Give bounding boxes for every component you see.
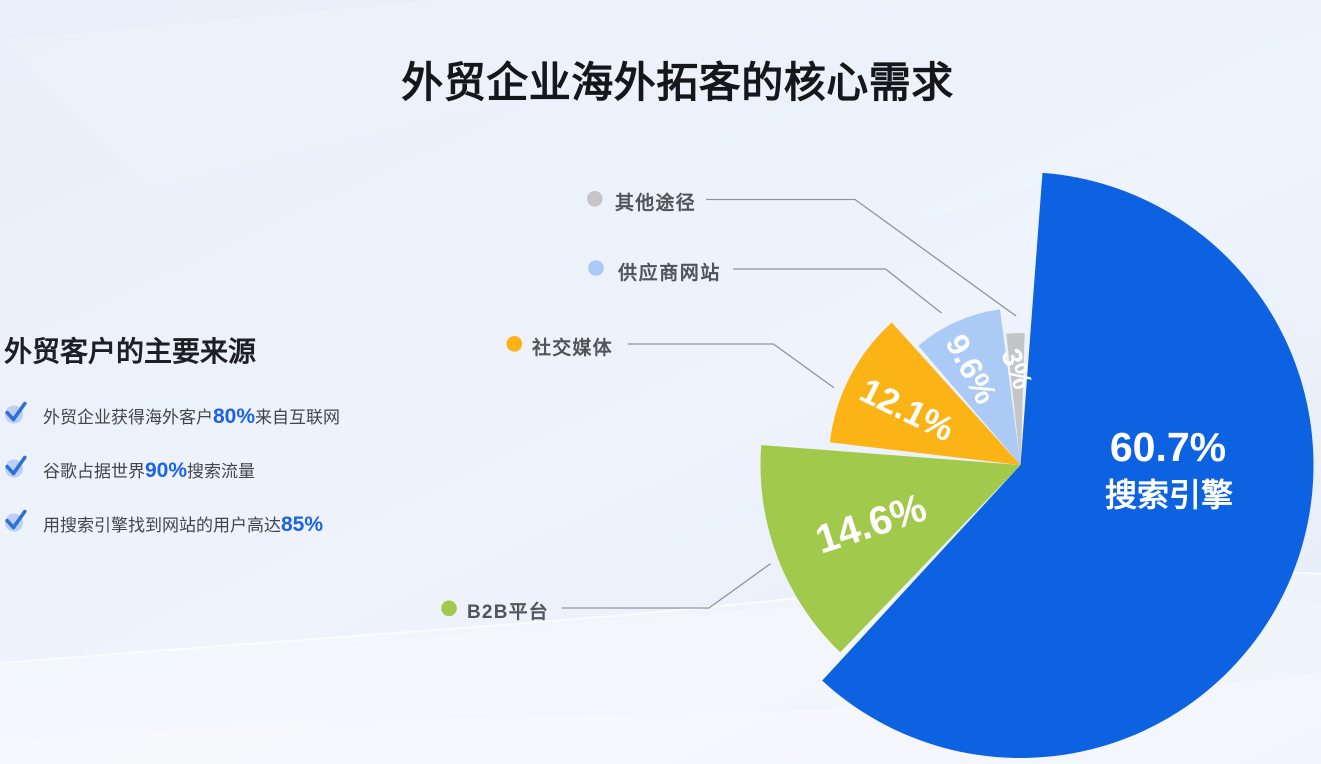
svg-text:搜索引擎: 搜索引擎 <box>1105 477 1233 513</box>
svg-text:60.7%: 60.7% <box>1110 424 1226 470</box>
